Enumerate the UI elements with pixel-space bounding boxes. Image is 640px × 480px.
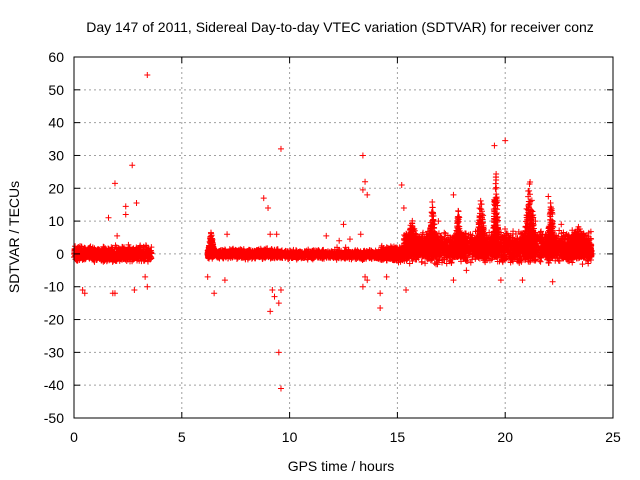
dense-point <box>265 248 272 255</box>
dense-point <box>257 248 264 255</box>
dense-point <box>90 256 97 263</box>
dense-point <box>231 251 238 258</box>
dense-point <box>101 252 108 259</box>
dense-point <box>132 249 139 256</box>
dense-point <box>84 250 91 257</box>
dense-point <box>137 248 144 255</box>
dense-point <box>121 252 128 259</box>
dense-point <box>255 250 262 257</box>
dense-point <box>236 252 243 259</box>
dense-point <box>142 255 149 262</box>
dense-point <box>247 252 254 259</box>
dense-point <box>113 246 120 253</box>
dense-point <box>142 242 149 249</box>
dense-point <box>226 250 233 257</box>
dense-point <box>114 256 121 263</box>
dense-point <box>87 248 94 255</box>
dense-point <box>135 246 142 253</box>
dense-point <box>112 242 119 249</box>
dense-point <box>124 253 131 260</box>
dense-point <box>108 255 115 262</box>
dense-point <box>104 250 111 257</box>
dense-point <box>99 256 106 263</box>
dense-point <box>89 251 96 258</box>
dense-point <box>136 253 142 260</box>
dense-point <box>129 258 136 265</box>
dense-point <box>259 256 266 263</box>
dense-point <box>271 254 278 261</box>
dense-point <box>232 247 239 254</box>
dense-point <box>88 246 95 253</box>
dense-point <box>143 253 150 260</box>
dense-point <box>91 258 98 265</box>
dense-point <box>220 251 227 258</box>
dense-point <box>144 248 151 255</box>
dense-point <box>81 253 88 260</box>
dense-point <box>119 244 126 251</box>
dense-point <box>82 246 89 253</box>
dense-point <box>77 249 84 256</box>
dense-point <box>262 249 269 256</box>
dense-point <box>239 249 246 256</box>
dense-point <box>76 257 83 264</box>
dense-point <box>252 255 259 262</box>
dense-point <box>92 252 99 259</box>
dense-point <box>107 247 114 254</box>
dense-point <box>122 256 129 263</box>
data-points <box>71 72 595 392</box>
dense-point <box>262 255 269 262</box>
dense-point <box>94 246 101 253</box>
dense-point <box>219 250 226 257</box>
dense-point <box>261 250 268 257</box>
